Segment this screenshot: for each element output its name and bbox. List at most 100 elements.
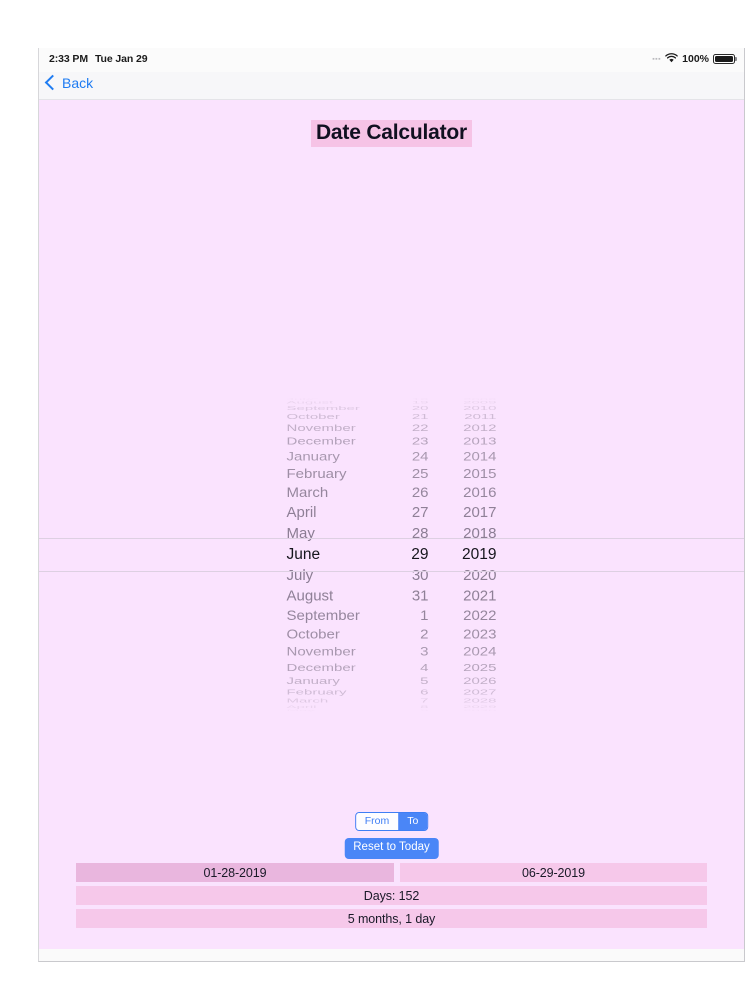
status-bar-left: 2:33 PM Tue Jan 29 xyxy=(49,53,148,65)
picker-day-option[interactable]: 2 xyxy=(420,627,429,643)
from-date-display[interactable]: 01-28-2019 xyxy=(76,863,394,882)
picker-day-option[interactable]: 28 xyxy=(411,525,429,542)
picker-month-option[interactable]: February xyxy=(286,688,347,697)
to-date-display[interactable]: 06-29-2019 xyxy=(400,863,707,882)
picker-month-row: January xyxy=(287,676,383,687)
picker-day-row: 7 xyxy=(383,698,429,705)
picker-year-row: 2019 xyxy=(429,546,497,564)
picker-year-option[interactable]: 2028 xyxy=(463,698,497,705)
picker-month-option[interactable]: September xyxy=(286,405,360,412)
picker-day-selected[interactable]: 29 xyxy=(411,546,429,563)
picker-column-year[interactable]: 2007200820092010201120122013201420152016… xyxy=(429,325,497,711)
picker-year-option[interactable]: 2009 xyxy=(463,400,497,405)
picker-day-option[interactable]: 26 xyxy=(411,485,429,501)
picker-column-month[interactable]: JuneJulyAugustSeptemberOctoberNovemberDe… xyxy=(286,325,383,711)
picker-month-option[interactable]: August xyxy=(286,587,334,605)
picker-month-option[interactable]: May xyxy=(286,525,315,542)
picker-selection-line-bottom xyxy=(39,571,744,572)
picker-year-option[interactable]: 2011 xyxy=(464,413,497,422)
picker-day-option[interactable]: 22 xyxy=(411,423,429,434)
picker-month-selected[interactable]: June xyxy=(286,546,321,563)
picker-year-option[interactable]: 2022 xyxy=(463,608,497,624)
segment-from[interactable]: From xyxy=(355,813,399,830)
picker-month-option[interactable]: April xyxy=(286,705,317,710)
picker-day-option[interactable]: 23 xyxy=(411,435,429,448)
picker-day-option[interactable]: 18 xyxy=(412,399,429,400)
picker-year-row: 2016 xyxy=(429,485,497,502)
picker-day-option[interactable]: 24 xyxy=(411,450,429,464)
date-picker[interactable]: JuneJulyAugustSeptemberOctoberNovemberDe… xyxy=(39,325,744,711)
picker-day-row: 27 xyxy=(383,505,429,522)
picker-month-option[interactable]: July xyxy=(287,399,314,400)
back-button[interactable]: Back xyxy=(44,74,93,91)
picker-month-option[interactable]: October xyxy=(286,413,340,422)
picker-month-option[interactable]: July xyxy=(286,567,314,584)
picker-day-option[interactable]: 3 xyxy=(420,645,429,659)
picker-day-row: 24 xyxy=(383,450,429,464)
picker-year-option[interactable]: 2024 xyxy=(463,645,497,659)
picker-day-option[interactable]: 1 xyxy=(420,608,429,624)
picker-year-option[interactable]: 2015 xyxy=(463,467,497,482)
picker-day-option[interactable]: 5 xyxy=(420,676,429,687)
picker-year-option[interactable]: 2012 xyxy=(463,423,497,434)
picker-month-option[interactable]: March xyxy=(286,698,329,705)
picker-year-option[interactable]: 2017 xyxy=(463,504,497,522)
picker-day-option[interactable]: 20 xyxy=(411,405,429,412)
picker-day-option[interactable]: 30 xyxy=(411,567,429,584)
segment-to[interactable]: To xyxy=(398,813,428,830)
picker-day-option[interactable]: 8 xyxy=(420,705,429,710)
picker-day-option[interactable]: 9 xyxy=(420,710,428,711)
picker-year-option[interactable]: 2030 xyxy=(463,710,496,711)
picker-month-row: February xyxy=(287,467,383,482)
picker-year-option[interactable]: 2010 xyxy=(463,405,497,412)
picker-year-option[interactable]: 2021 xyxy=(463,587,497,605)
picker-month-option[interactable]: November xyxy=(286,423,356,434)
picker-day-option[interactable]: 25 xyxy=(411,467,429,482)
picker-month-row: September xyxy=(287,406,383,412)
picker-year-option[interactable]: 2029 xyxy=(463,705,497,710)
picker-day-option[interactable]: 31 xyxy=(411,587,429,605)
picker-year-option[interactable]: 2025 xyxy=(463,661,497,674)
picker-day-option[interactable]: 19 xyxy=(411,400,429,405)
date-picker-columns: JuneJulyAugustSeptemberOctoberNovemberDe… xyxy=(286,325,497,711)
picker-month-option[interactable]: January xyxy=(286,450,340,464)
picker-month-option[interactable]: September xyxy=(286,608,360,624)
picker-day-option[interactable]: 7 xyxy=(420,698,429,705)
picker-year-option[interactable]: 2020 xyxy=(463,567,497,584)
picker-month-option[interactable]: February xyxy=(286,467,347,482)
picker-column-day[interactable]: 171819202122232425262728293031123456789 xyxy=(383,325,429,711)
reset-to-today-button[interactable]: Reset to Today xyxy=(344,838,439,859)
picker-month-option[interactable]: November xyxy=(286,645,356,659)
picker-year-option[interactable]: 2008 xyxy=(463,399,496,400)
picker-year-row: 2009 xyxy=(429,400,497,405)
picker-day-option[interactable]: 6 xyxy=(420,688,429,697)
picker-year-option[interactable]: 2026 xyxy=(463,676,497,687)
picker-month-option[interactable]: December xyxy=(286,661,356,674)
picker-month-option[interactable]: May xyxy=(287,710,315,711)
picker-year-selected[interactable]: 2019 xyxy=(462,546,497,563)
picker-month-option[interactable]: August xyxy=(286,400,334,405)
picker-year-option[interactable]: 2016 xyxy=(463,485,497,501)
picker-year-row: 2018 xyxy=(429,525,497,543)
picker-year-row: 2015 xyxy=(429,467,497,482)
picker-day-option[interactable]: 21 xyxy=(411,413,429,422)
picker-year-row: 2010 xyxy=(429,405,497,412)
device-frame: 2:33 PM Tue Jan 29 ▪▪▪ 100% xyxy=(38,48,745,962)
picker-month-option[interactable]: December xyxy=(286,435,356,448)
picker-month-option[interactable]: October xyxy=(286,627,340,643)
page-title: Date Calculator xyxy=(310,120,473,147)
picker-year-option[interactable]: 2018 xyxy=(463,525,497,542)
picker-day-option[interactable]: 4 xyxy=(420,661,429,674)
from-to-segmented-control[interactable]: From To xyxy=(354,812,429,831)
picker-month-option[interactable]: January xyxy=(286,676,340,687)
picker-month-option[interactable]: April xyxy=(286,504,317,522)
picker-year-option[interactable]: 2013 xyxy=(463,435,497,448)
picker-year-option[interactable]: 2027 xyxy=(463,688,497,697)
picker-day-row: 1 xyxy=(383,608,429,625)
picker-year-option[interactable]: 2014 xyxy=(463,450,497,464)
picker-year-option[interactable]: 2023 xyxy=(463,627,497,643)
picker-month-option[interactable]: March xyxy=(286,485,329,501)
picker-day-option[interactable]: 27 xyxy=(411,504,429,522)
picker-day-row: 20 xyxy=(383,406,429,412)
